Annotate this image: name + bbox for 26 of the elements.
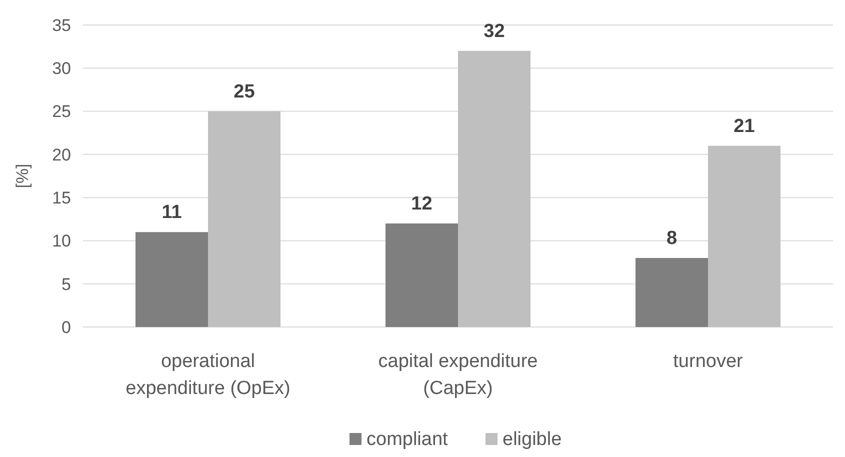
bar bbox=[208, 111, 280, 327]
data-label: 11 bbox=[162, 202, 182, 224]
bar bbox=[136, 232, 208, 327]
y-tick-label: 35 bbox=[52, 16, 71, 35]
legend-label: compliant bbox=[366, 429, 449, 450]
y-tick-label: 20 bbox=[52, 145, 71, 164]
y-tick-label: 25 bbox=[52, 102, 71, 122]
data-label: 32 bbox=[484, 20, 505, 42]
y-tick-label: 10 bbox=[52, 232, 71, 251]
legend-label: eligible bbox=[502, 429, 562, 450]
data-label: 25 bbox=[234, 81, 256, 102]
y-tick-label: 15 bbox=[52, 188, 71, 208]
data-label: 12 bbox=[411, 193, 432, 214]
x-tick-label: capital expenditure (CapEx) bbox=[378, 351, 538, 399]
bar bbox=[458, 50, 530, 327]
data-label: 8 bbox=[666, 228, 678, 249]
y-tick-label: 5 bbox=[62, 274, 71, 294]
y-axis-title: [%] bbox=[13, 164, 32, 188]
y-tick-label: 30 bbox=[52, 59, 71, 78]
bar bbox=[708, 146, 780, 327]
x-tick-label: operational expenditure (OpEx) bbox=[126, 351, 290, 399]
data-label: 21 bbox=[734, 116, 756, 137]
bar bbox=[636, 258, 708, 327]
x-tick-label: turnover bbox=[673, 351, 744, 372]
y-tick-label: 0 bbox=[62, 318, 71, 337]
bar bbox=[386, 223, 458, 327]
